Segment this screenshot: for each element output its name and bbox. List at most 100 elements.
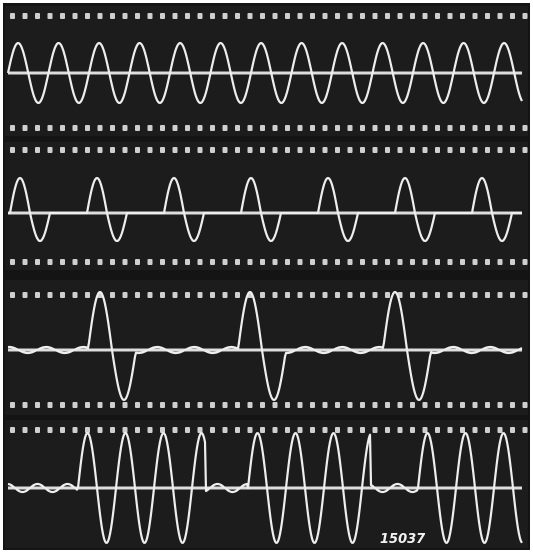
sprocket-hole	[223, 125, 228, 131]
sprocket-hole	[235, 292, 240, 298]
sprocket-hole	[435, 147, 440, 153]
sprocket-hole	[523, 402, 528, 408]
sprocket-hole	[260, 147, 265, 153]
sprocket-hole	[473, 147, 478, 153]
sprocket-hole	[448, 13, 453, 19]
sprocket-hole	[498, 147, 503, 153]
sprocket-hole	[423, 125, 428, 131]
sprocket-hole	[335, 13, 340, 19]
sprocket-hole	[310, 147, 315, 153]
sprocket-hole	[335, 125, 340, 131]
sprocket-hole	[85, 259, 90, 265]
sprocket-hole	[385, 402, 390, 408]
sprocket-hole	[210, 259, 215, 265]
sprocket-hole	[410, 292, 415, 298]
sprocket-hole	[360, 402, 365, 408]
sprocket-hole	[410, 147, 415, 153]
sprocket-hole	[485, 13, 490, 19]
sprocket-hole	[310, 427, 315, 433]
sprocket-hole	[148, 13, 153, 19]
sprocket-hole	[385, 292, 390, 298]
sprocket-hole	[98, 147, 103, 153]
sprocket-hole	[323, 402, 328, 408]
sprocket-hole	[160, 427, 165, 433]
sprocket-hole	[123, 125, 128, 131]
sprocket-hole	[460, 427, 465, 433]
sprocket-hole	[235, 13, 240, 19]
sprocket-hole	[23, 427, 28, 433]
film-strip	[5, 6, 528, 136]
sprocket-hole	[260, 402, 265, 408]
sprocket-hole	[210, 147, 215, 153]
sprocket-hole	[198, 13, 203, 19]
sprocket-hole	[198, 259, 203, 265]
sprocket-hole	[348, 259, 353, 265]
sprocket-hole	[473, 427, 478, 433]
sprocket-hole	[98, 259, 103, 265]
sprocket-hole	[523, 292, 528, 298]
sprocket-hole	[398, 125, 403, 131]
sprocket-hole	[148, 427, 153, 433]
sprocket-hole	[510, 259, 515, 265]
sprocket-hole	[260, 13, 265, 19]
sprocket-hole	[223, 402, 228, 408]
sprocket-hole	[235, 147, 240, 153]
sprocket-hole	[185, 147, 190, 153]
sprocket-hole	[173, 427, 178, 433]
sprocket-hole	[285, 402, 290, 408]
sprocket-hole	[398, 259, 403, 265]
sprocket-hole	[223, 427, 228, 433]
sprocket-hole	[173, 259, 178, 265]
sprocket-hole	[248, 427, 253, 433]
sprocket-hole	[435, 125, 440, 131]
sprocket-hole	[348, 13, 353, 19]
sprocket-hole	[35, 259, 40, 265]
sprocket-hole	[473, 13, 478, 19]
sprocket-hole	[10, 292, 15, 298]
sprocket-hole	[185, 292, 190, 298]
sprocket-hole	[273, 427, 278, 433]
sprocket-hole	[285, 427, 290, 433]
sprocket-hole	[60, 292, 65, 298]
sprocket-hole	[198, 125, 203, 131]
sprocket-hole	[223, 292, 228, 298]
sprocket-hole	[373, 147, 378, 153]
sprocket-hole	[35, 402, 40, 408]
sprocket-hole	[98, 427, 103, 433]
sprocket-hole	[435, 427, 440, 433]
sprocket-hole	[110, 292, 115, 298]
sprocket-hole	[410, 125, 415, 131]
sprocket-hole	[498, 13, 503, 19]
sprocket-hole	[448, 147, 453, 153]
sprocket-hole	[298, 147, 303, 153]
sprocket-hole	[60, 147, 65, 153]
sprocket-hole	[285, 13, 290, 19]
sprocket-hole	[148, 292, 153, 298]
sprocket-hole	[23, 147, 28, 153]
sprocket-hole	[460, 13, 465, 19]
sprocket-hole	[410, 259, 415, 265]
sprocket-hole	[173, 147, 178, 153]
sprocket-hole	[110, 13, 115, 19]
sprocket-hole	[498, 427, 503, 433]
sprocket-hole	[360, 427, 365, 433]
sprocket-hole	[373, 427, 378, 433]
sprocket-hole	[523, 13, 528, 19]
sprocket-hole	[298, 259, 303, 265]
sprocket-hole	[423, 402, 428, 408]
sprocket-hole	[435, 402, 440, 408]
sprocket-hole	[185, 402, 190, 408]
sprocket-hole	[135, 125, 140, 131]
oscillogram-photo: 15037	[0, 0, 533, 553]
sprocket-hole	[385, 259, 390, 265]
sprocket-hole	[98, 125, 103, 131]
sprocket-hole	[60, 13, 65, 19]
sprocket-hole	[48, 13, 53, 19]
sprocket-hole	[348, 427, 353, 433]
sprocket-hole	[260, 292, 265, 298]
sprocket-hole	[385, 13, 390, 19]
sprocket-hole	[198, 147, 203, 153]
sprocket-hole	[360, 292, 365, 298]
sprocket-hole	[85, 292, 90, 298]
sprocket-hole	[285, 292, 290, 298]
